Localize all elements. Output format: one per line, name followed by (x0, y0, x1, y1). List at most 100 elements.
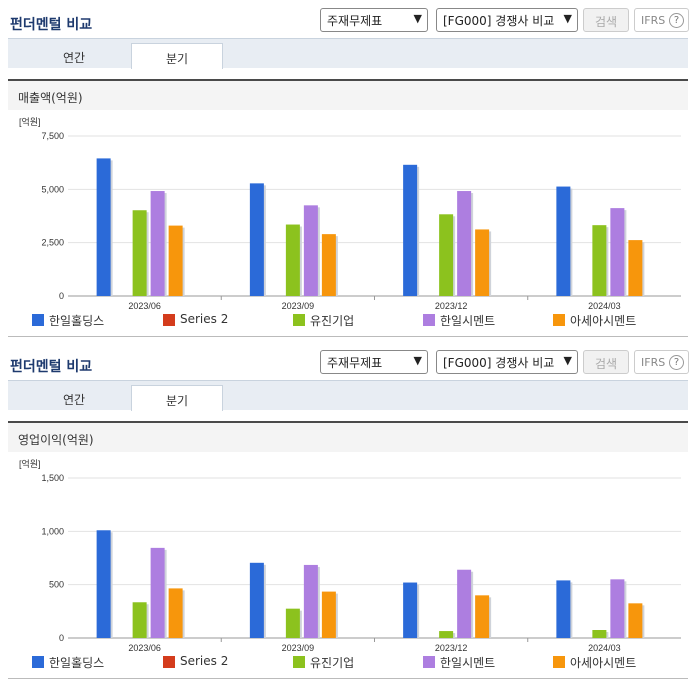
legend-label: 아세아시멘트 (570, 656, 637, 670)
statement-type-select[interactable]: 주재무제표 ▼ (320, 8, 428, 32)
legend-swatch (32, 314, 44, 326)
x-tick-label: 2024/03 (588, 301, 621, 310)
legend-swatch (423, 656, 435, 668)
ifrs-button[interactable]: IFRS ? (634, 350, 689, 374)
peer-group-select[interactable]: [FG000] 경쟁사 비교 ▼ (436, 8, 578, 32)
bar (628, 240, 643, 296)
bar (556, 580, 571, 638)
bar (132, 210, 147, 296)
legend-label: 한일시멘트 (440, 656, 496, 670)
statement-type-value: 주재무제표 (327, 14, 383, 28)
x-tick-label: 2023/06 (128, 643, 161, 652)
y-tick-label: 2,500 (41, 238, 64, 248)
bar (321, 234, 336, 296)
panel-header: 펀더멘털 비교 주재무제표 ▼ [FG000] 경쟁사 비교 ▼ 검색 IFRS… (0, 0, 696, 38)
bar (168, 588, 183, 638)
legend-swatch (423, 314, 435, 326)
ifrs-label: IFRS (641, 356, 666, 369)
legend-label: 아세아시멘트 (570, 314, 637, 328)
y-tick-label: 7,500 (41, 131, 64, 141)
bar (439, 631, 454, 638)
bar (150, 547, 165, 638)
legend-swatch (553, 656, 565, 668)
ifrs-label: IFRS (641, 14, 666, 27)
tab-annual[interactable]: 연간 (62, 393, 86, 407)
bar (475, 595, 490, 638)
statement-type-select[interactable]: 주재무제표 ▼ (320, 350, 428, 374)
y-axis-unit-label: [억원] (19, 458, 41, 469)
x-tick-label: 2023/12 (435, 301, 468, 310)
help-icon: ? (669, 13, 684, 28)
tab-quarterly[interactable]: 분기 (131, 385, 223, 411)
sales-chart: [억원] 0 2,500 5,000 7,500 2023/06 2023/09 2023/1… (0, 110, 696, 320)
peer-group-value: [FG000] 경쟁사 비교 (443, 14, 555, 28)
bar (285, 224, 300, 296)
bar (439, 214, 454, 296)
legend-label: 유진기업 (310, 314, 355, 328)
y-axis-unit-label: [억원] (19, 116, 41, 127)
chevron-down-icon: ▼ (563, 354, 572, 367)
legend-swatch (32, 656, 44, 668)
legend-label: Series 2 (180, 654, 229, 668)
y-tick-label: 1,500 (41, 473, 64, 483)
operating-profit-chart: [억원] 0 500 1,000 1,500 2023/06 2023/09 2023/12 2… (0, 452, 696, 662)
bar (457, 569, 472, 638)
bar (556, 186, 571, 296)
statement-type-value: 주재무제표 (327, 356, 383, 370)
peer-group-select[interactable]: [FG000] 경쟁사 비교 ▼ (436, 350, 578, 374)
bar (321, 591, 336, 638)
bar (592, 225, 607, 296)
period-tabs: 연간 분기 (8, 38, 688, 69)
y-tick-label: 0 (59, 633, 64, 643)
legend-label: 한일홀딩스 (49, 314, 105, 328)
bar (303, 205, 318, 296)
x-tick-label: 2023/06 (128, 301, 161, 310)
tab-annual[interactable]: 연간 (62, 51, 86, 65)
bar (475, 229, 490, 296)
peer-group-value: [FG000] 경쟁사 비교 (443, 356, 555, 370)
bar (150, 191, 165, 296)
y-tick-label: 1,000 (41, 526, 64, 536)
chart-legend: 한일홀딩스 Series 2 유진기업 한일시멘트 아세아시멘트 (0, 312, 696, 330)
search-button[interactable]: 검색 (583, 350, 629, 374)
legend-label: 한일홀딩스 (49, 656, 105, 670)
bar (610, 579, 625, 638)
legend-swatch (553, 314, 565, 326)
period-tabs: 연간 분기 (8, 380, 688, 411)
y-tick-label: 500 (49, 580, 64, 590)
chevron-down-icon: ▼ (413, 354, 422, 367)
bar (457, 191, 472, 296)
bar (403, 582, 418, 638)
bar (168, 225, 183, 296)
divider (8, 336, 688, 337)
legend-swatch (163, 314, 175, 326)
bar (96, 158, 111, 296)
metric-header: 영업이익(억원) (8, 421, 688, 452)
metric-title: 영업이익(억원) (18, 433, 94, 447)
y-tick-label: 0 (59, 291, 64, 301)
panel-title: 펀더멘털 비교 (10, 17, 93, 33)
bar (132, 602, 147, 638)
x-tick-label: 2023/12 (435, 643, 468, 652)
x-tick-label: 2024/03 (588, 643, 621, 652)
bar (96, 530, 111, 638)
bar (403, 164, 418, 296)
fundamental-panel-operating-profit: 펀더멘털 비교 주재무제표 ▼ [FG000] 경쟁사 비교 ▼ 검색 IFRS… (0, 342, 696, 662)
ifrs-button[interactable]: IFRS ? (634, 8, 689, 32)
divider (8, 678, 688, 679)
tab-quarterly[interactable]: 분기 (131, 43, 223, 69)
x-tick-label: 2023/09 (282, 643, 315, 652)
search-button[interactable]: 검색 (583, 8, 629, 32)
operating-profit-chart-svg: [억원] 0 500 1,000 1,500 2023/06 2023/09 2023/12 2… (19, 458, 681, 653)
metric-header: 매출액(억원) (8, 79, 688, 110)
panel-header: 펀더멘털 비교 주재무제표 ▼ [FG000] 경쟁사 비교 ▼ 검색 IFRS… (0, 342, 696, 380)
panel-title: 펀더멘털 비교 (10, 359, 93, 375)
sales-chart-svg: [억원] 0 2,500 5,000 7,500 2023/06 2023/09 2023/1… (19, 116, 681, 311)
bar (592, 630, 607, 638)
y-tick-label: 5,000 (41, 184, 64, 194)
metric-title: 매출액(억원) (18, 91, 83, 105)
fundamental-panel-sales: 펀더멘털 비교 주재무제표 ▼ [FG000] 경쟁사 비교 ▼ 검색 IFRS… (0, 0, 696, 320)
x-tick-label: 2023/09 (282, 301, 315, 310)
chevron-down-icon: ▼ (413, 12, 422, 25)
legend-swatch (293, 314, 305, 326)
